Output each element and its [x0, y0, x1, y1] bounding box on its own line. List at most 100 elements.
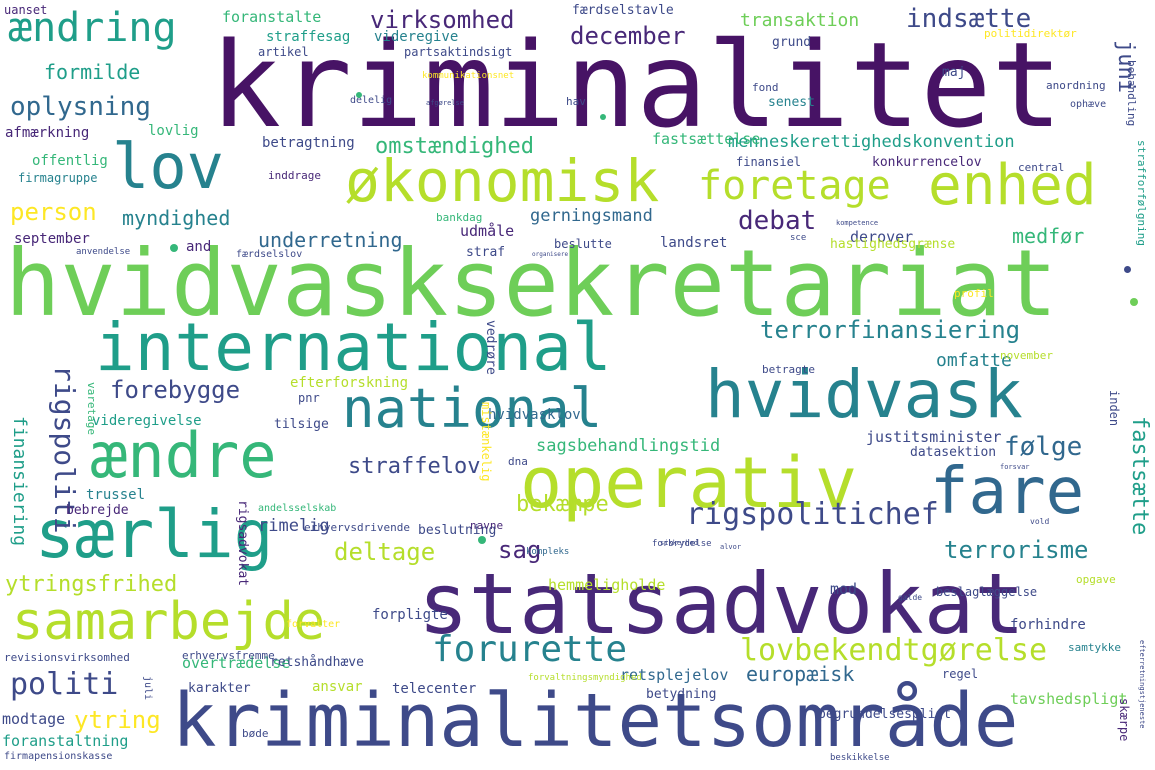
word-kompetence: kompetence: [836, 219, 879, 227]
word-lovlig: lovlig: [148, 123, 199, 139]
word-hav: hav: [566, 95, 586, 108]
word-terrorfinansiering: terrorfinansiering: [760, 316, 1021, 344]
word-forbrydelse: forbrydelse: [652, 539, 712, 549]
word-hemmeligholde: hemmeligholde: [548, 576, 666, 594]
word-fare: fare: [930, 455, 1085, 529]
word-international: international: [95, 309, 612, 386]
word-rigspolitichef: rigspolitichef: [686, 497, 939, 532]
word-kriminalitet: kriminalitet: [210, 16, 1063, 154]
word-forsvar: forsvar: [1000, 463, 1030, 471]
word-finansiel: finansiel: [736, 155, 802, 169]
word-forpligte: forpligte: [372, 607, 448, 623]
word-anvendelse: anvendelse: [76, 247, 131, 257]
word-efterforskning: efterforskning: [290, 375, 409, 391]
word-foretage: foretage: [698, 163, 891, 209]
word-foranstaltning: foranstaltning: [2, 732, 129, 750]
word-sce: sce: [790, 233, 807, 243]
word-betydning: betydning: [646, 687, 717, 702]
word-omfatte: omfatte: [936, 350, 1012, 371]
word-videregive: videregive: [374, 29, 459, 45]
word-behandling: behandling: [1125, 60, 1138, 127]
word-gaelde: gælde: [898, 593, 923, 602]
word-omstaendighed: omstændighed: [375, 134, 534, 159]
word-fond: fond: [752, 81, 779, 94]
dot-marker: [356, 92, 362, 98]
word-formilde: formilde: [44, 60, 141, 84]
word-justitsminister: justitsminister: [866, 428, 1002, 446]
word-hvidvasksekretariat: hvidvasksekretariat: [5, 230, 1058, 337]
word-landsret: landsret: [660, 235, 728, 251]
word-forhindre: forhindre: [1010, 617, 1086, 633]
word-anordning: anordning: [1046, 79, 1106, 92]
word-faerdselstavle: færdselstavle: [572, 3, 674, 18]
word-delelig: delelig: [350, 95, 393, 106]
word-forebygge: forebygge: [110, 376, 241, 404]
word-artikel: artikel: [258, 45, 309, 59]
word-kriminalitetsomrade: kriminalitetsområde: [172, 678, 1019, 764]
word-central: central: [1018, 161, 1065, 174]
word-telecenter: telecenter: [392, 681, 477, 697]
word-betragte: betragte: [762, 363, 815, 376]
word-organisere: organisere: [532, 251, 569, 258]
word-lovbekendtgorelse: lovbekendtgørelse: [740, 633, 1048, 668]
word-forvaltningsmyndighed: forvaltningsmyndighed: [528, 673, 642, 683]
word-straf: straf: [466, 245, 506, 260]
word-aendre: ændre: [90, 419, 277, 492]
word-straffesag: straffesag: [266, 29, 351, 45]
word-betragtning: betragtning: [262, 135, 355, 151]
word-enhed: enhed: [928, 153, 1097, 218]
word-udmale: udmåle: [460, 222, 515, 240]
word-rigspoliti: rigspoliti: [48, 365, 81, 534]
word-bekaempe: bekæmpe: [516, 492, 609, 517]
word-okonomisk: økonomisk: [345, 147, 660, 215]
word-andelsselskab: andelsselskab: [258, 503, 337, 514]
word-fastsaettelse: fastsættelse: [652, 130, 761, 148]
word-overtraedelse: overtrædelse: [182, 654, 291, 672]
word-vold: vold: [1030, 517, 1050, 526]
word-aendring: ændring: [8, 5, 177, 51]
dot-marker: [170, 244, 178, 252]
word-firmapensionskasse: firmapensionskasse: [4, 751, 113, 762]
word-beslaglaeggelse: beslaglæggelse: [936, 585, 1038, 599]
word-erhvervsdrivende: erhvervsdrivende: [304, 521, 410, 534]
word-strafforfolgning: strafforfølgning: [1135, 140, 1148, 246]
word-kommunikationsnet: kommunikationsnet: [422, 71, 515, 81]
word-transaktion: transaktion: [740, 10, 860, 31]
word-tavshedspligt: tavshedspligt: [1010, 690, 1128, 708]
word-kompleks: kompleks: [526, 547, 570, 557]
word-ytringsfrihed: ytringsfrihed: [5, 572, 178, 597]
word-inden: inden: [1107, 390, 1121, 427]
word-foranstalte: foranstalte: [222, 8, 322, 26]
word-beskikkelse: beskikkelse: [830, 753, 890, 763]
word-konkurrencelov: konkurrencelov: [872, 155, 982, 170]
word-erhvervsfremme: erhvervsfremme: [182, 649, 275, 662]
word-partsaktindsigt: partsaktindsigt: [404, 45, 513, 59]
word-opgave: opgave: [1076, 573, 1116, 586]
word-folge: følge: [1004, 432, 1083, 462]
word-alvor: alvor: [720, 543, 742, 551]
word-deltage: deltage: [334, 538, 436, 566]
word-trussel: trussel: [86, 487, 146, 503]
word-derover: derover: [850, 228, 914, 246]
word-gerningsmand: gerningsmand: [530, 206, 653, 226]
word-senest: senest: [768, 95, 815, 110]
word-afmaerkning: afmærkning: [5, 125, 90, 141]
word-vedrore: vedrøre: [483, 320, 498, 375]
word-dna: dna: [508, 455, 528, 468]
word-samtykke: samtykke: [1068, 641, 1121, 654]
word-fastsaette: fastsætte: [1127, 416, 1152, 536]
word-begrundelsespligt: begrundelsespligt: [818, 707, 952, 722]
word-inddrage: inddrage: [268, 169, 321, 182]
word-operativ: operativ: [520, 442, 858, 524]
word-juli: juli: [142, 676, 153, 701]
word-finansiering: finansiering: [9, 416, 30, 547]
word-hastighedsgraense: hastighedsgrænse: [830, 237, 956, 252]
dot-marker: [1130, 298, 1138, 306]
word-afgorelse: afgørelse: [426, 99, 464, 107]
word-regel: regel: [942, 667, 979, 681]
word-grund: grund: [772, 35, 812, 50]
word-juni: juni: [1113, 40, 1138, 93]
word-ytring: ytring: [74, 706, 161, 734]
word-ophaeve: ophæve: [1070, 99, 1107, 110]
